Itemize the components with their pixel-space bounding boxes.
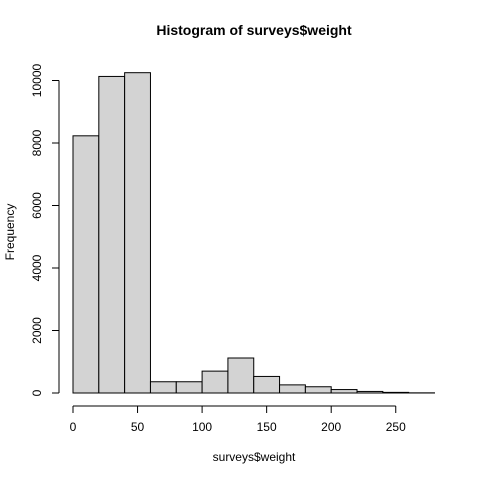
- x-axis: 0 50 100 150 200 250: [70, 405, 406, 434]
- histogram-bar-60-80: [149, 381, 177, 394]
- x-tick-label-150: 150: [257, 420, 277, 434]
- histogram-bar-180-200: [304, 386, 332, 394]
- histogram-bar-20-40: [98, 75, 126, 394]
- y-tick-label-8000: 8000: [30, 129, 44, 156]
- histogram-bar-80-100: [175, 381, 203, 394]
- bars-group: [72, 72, 435, 394]
- y-tick-label-0: 0: [30, 389, 44, 396]
- y-tick-label-2000: 2000: [30, 317, 44, 344]
- x-tick-label-0: 0: [70, 420, 77, 434]
- chart-title: Histogram of surveys$weight: [156, 22, 352, 38]
- x-tick-label-100: 100: [192, 420, 212, 434]
- histogram-bar-200-220: [330, 389, 358, 394]
- histogram-bar-160-180: [279, 384, 306, 394]
- histogram-bar-140-160: [253, 375, 281, 394]
- histogram-bar-240-260: [382, 391, 410, 394]
- x-axis-label: surveys$weight: [213, 450, 296, 464]
- x-tick-label-50: 50: [131, 420, 145, 434]
- y-axis-label: Frequency: [3, 204, 17, 261]
- y-axis: 0 2000 4000 6000 8000 10000: [30, 63, 60, 396]
- y-tick-label-4000: 4000: [30, 254, 44, 281]
- x-tick-label-250: 250: [386, 420, 406, 434]
- y-tick-label-6000: 6000: [30, 192, 44, 219]
- histogram-bar-220-240: [356, 390, 384, 394]
- y-tick-label-10000: 10000: [30, 63, 44, 97]
- histogram-bar-100-120: [201, 370, 229, 394]
- histogram-bar-120-140: [227, 357, 255, 394]
- x-tick-label-200: 200: [321, 420, 341, 434]
- histogram-bar-40-60: [124, 72, 151, 394]
- histogram-bar-0-20: [72, 135, 100, 394]
